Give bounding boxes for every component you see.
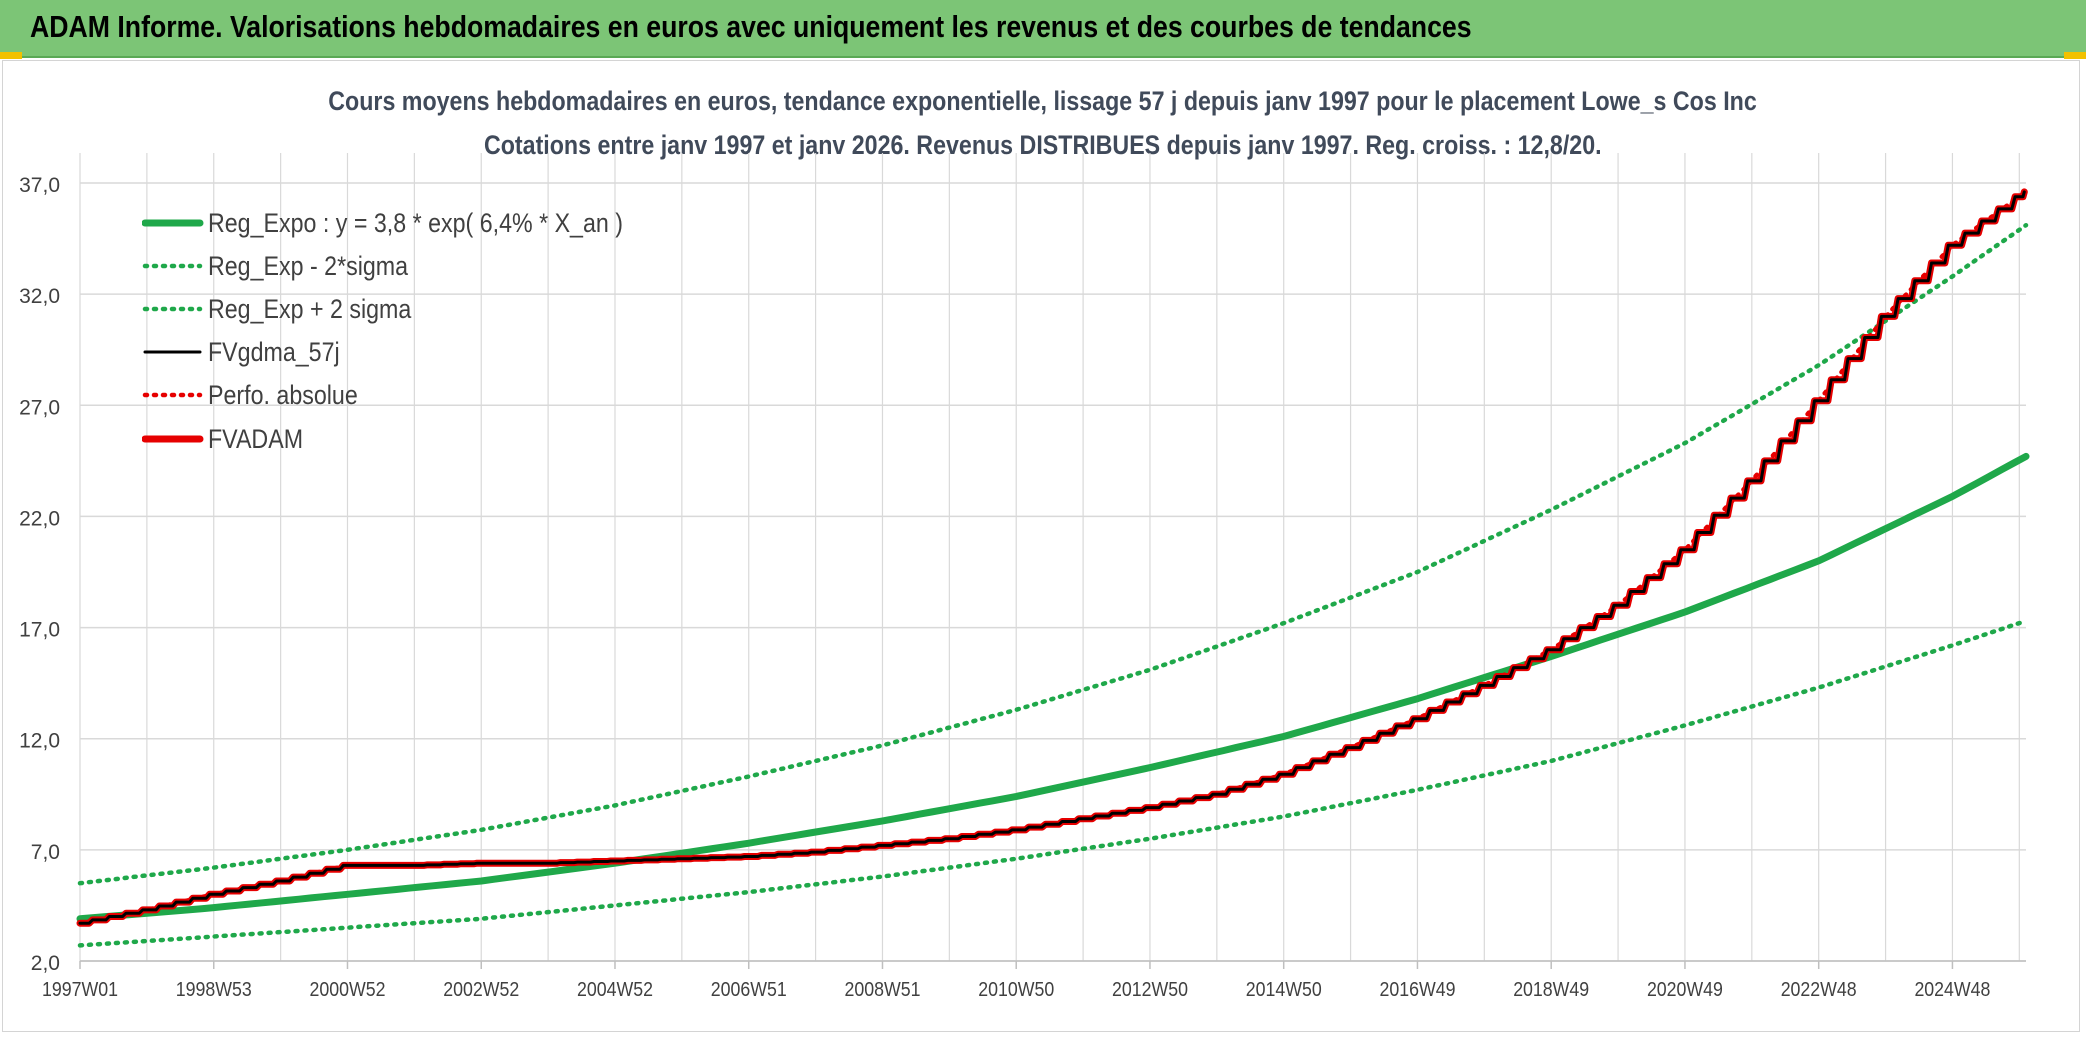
corner-marker-left [0, 52, 22, 59]
legend-label: FVgdma_57j [208, 337, 340, 367]
y-tick-label: 37,0 [19, 174, 60, 197]
legend-swatch [142, 392, 203, 398]
legend-label: Reg_Exp + 2 sigma [208, 294, 412, 324]
series-line-2 [77, 222, 2029, 886]
series-line-3 [78, 190, 2026, 925]
series-lines [76, 188, 2030, 948]
x-tick-label: 2018W49 [1513, 979, 1589, 1001]
y-tick-label: 32,0 [19, 285, 60, 308]
chart-subtitle: Cotations entre janv 1997 et janv 2026. … [0, 130, 2086, 161]
x-tick-label: 1997W01 [42, 979, 118, 1001]
legend-label: Perfo. absolue [208, 380, 358, 410]
x-tick-label: 2004W52 [577, 979, 653, 1001]
chart-title: Cours moyens hebdomadaires en euros, ten… [0, 86, 2086, 117]
chart-subtitle-text: Cotations entre janv 1997 et janv 2026. … [484, 130, 1602, 160]
legend-label: FVADAM [208, 424, 304, 454]
x-tick-label: 2000W52 [309, 979, 385, 1001]
legend-label: Reg_Exp - 2*sigma [208, 251, 409, 281]
x-axis-tick-labels: 1997W01 1998W53 2000W52 2002W52 2004W52 2006W… [42, 961, 1990, 1001]
series-line-1 [77, 618, 2029, 948]
report-banner: ADAM Informe. Valorisations hebdomadaire… [0, 0, 2086, 58]
legend-swatch [142, 263, 203, 269]
x-tick-label: 2014W50 [1246, 979, 1322, 1001]
x-tick-label: 2008W51 [844, 979, 920, 1001]
x-tick-label: 2012W50 [1112, 979, 1188, 1001]
chart-title-text: Cours moyens hebdomadaires en euros, ten… [328, 86, 1758, 116]
x-tick-label: 2010W50 [978, 979, 1054, 1001]
x-tick-label: 1998W53 [176, 979, 252, 1001]
grid-lines [79, 153, 2026, 962]
legend-swatch [142, 306, 203, 312]
report-title: ADAM Informe. Valorisations hebdomadaire… [30, 9, 1472, 44]
x-tick-label: 2016W49 [1379, 979, 1455, 1001]
x-tick-label: 2020W49 [1647, 979, 1723, 1001]
y-axis-tick-labels: 2,0 7,0 12,0 17,0 22,0 27,0 32,0 37,0 [19, 174, 60, 975]
y-tick-label: 27,0 [19, 396, 60, 419]
y-tick-label: 2,0 [31, 952, 60, 975]
y-tick-label: 17,0 [19, 619, 60, 642]
x-tick-label: 2002W52 [443, 979, 519, 1001]
series-line-0 [76, 452, 2030, 923]
legend-label: Reg_Expo : y = 3,8 * exp( 6,4% * X_an ) [208, 208, 623, 238]
y-tick-label: 7,0 [31, 841, 60, 864]
x-tick-label: 2022W48 [1781, 979, 1857, 1001]
y-tick-label: 12,0 [19, 730, 60, 753]
legend-swatch [142, 435, 204, 443]
corner-marker-right [2064, 52, 2086, 59]
y-tick-label: 22,0 [19, 507, 60, 530]
x-tick-label: 2006W51 [711, 979, 787, 1001]
legend-swatch [142, 219, 204, 227]
chart-frame [2, 60, 2080, 1032]
x-tick-label: 2024W48 [1914, 979, 1990, 1001]
legend-swatch [143, 350, 202, 354]
